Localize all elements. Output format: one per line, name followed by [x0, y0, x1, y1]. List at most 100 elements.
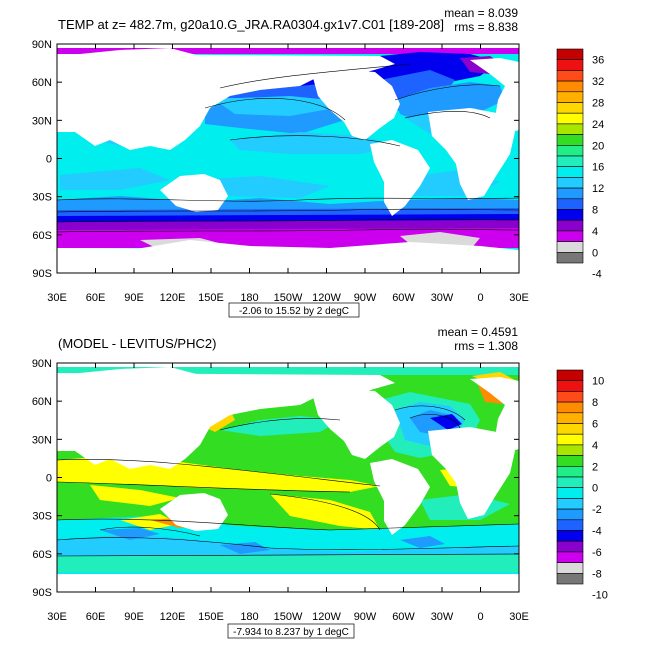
lon-label: 60E [86, 292, 106, 304]
colorbar-label: -6 [592, 547, 602, 559]
panel-1-colorbar: 36 32 28 24 20 16 12 8 4 0 -4 [556, 48, 604, 281]
colorbar-swatch [556, 102, 584, 114]
colorbar-label: 28 [592, 98, 604, 110]
colorbar-swatch [556, 48, 584, 60]
lon-label: 30E [509, 611, 529, 623]
panel-2-range-box [227, 623, 355, 639]
lon-label: 0 [477, 292, 483, 304]
panel-2: (MODEL - LEVITUS/PHC2) mean = 0.4591 rms… [32, 325, 608, 639]
colorbar-label: 4 [592, 226, 598, 238]
panel-2-range-label: -7.934 to 8.237 by 1 degC [233, 627, 349, 638]
colorbar-swatch [556, 91, 584, 103]
panel-2-map [57, 363, 519, 592]
colorbar-label: 20 [592, 140, 604, 152]
lon-label: 30W [431, 611, 454, 623]
lon-label: 60W [392, 292, 415, 304]
colorbar-label: 36 [592, 55, 604, 67]
colorbar-swatch [556, 562, 584, 574]
colorbar-swatch [556, 444, 584, 456]
colorbar-swatch [556, 112, 584, 125]
panel-1-mean: mean = 8.039 [444, 6, 518, 20]
lat-label: 0 [46, 473, 52, 485]
colorbar-swatch [556, 487, 584, 499]
lon-label: 150E [198, 292, 224, 304]
colorbar-swatch [556, 530, 584, 542]
lat-label: 90S [32, 268, 52, 280]
colorbar-swatch [556, 252, 584, 264]
colorbar-swatch [556, 455, 584, 467]
colorbar-swatch [556, 519, 584, 531]
colorbar-swatch [556, 59, 584, 71]
lon-label: 150E [198, 611, 224, 623]
colorbar-swatch [556, 380, 584, 392]
colorbar-swatch [556, 423, 584, 435]
colorbar-swatch [556, 80, 584, 93]
panel-2-title: (MODEL - LEVITUS/PHC2) [58, 336, 216, 351]
colorbar-swatch [556, 508, 584, 521]
panel-1: TEMP at z= 482.7m, g20a10.G_JRA.RA0304.g… [32, 6, 604, 318]
panel-2-lat-ticks: 90N 60N 30N 0 30S 60S 90S [32, 358, 519, 599]
colorbar-label: 4 [592, 440, 598, 452]
colorbar-swatch [556, 198, 584, 210]
panel-1-range-box [228, 302, 360, 318]
colorbar-label: -10 [592, 590, 608, 602]
colorbar-label: -2 [592, 504, 602, 516]
colorbar-swatch [556, 166, 584, 178]
lon-label: 120W [312, 292, 341, 304]
lon-label: 90W [354, 292, 377, 304]
panel-2-rms: rms = 1.308 [454, 339, 518, 353]
colorbar-swatch [556, 134, 584, 146]
colorbar-label: 12 [592, 183, 604, 195]
lat-label: 60N [32, 77, 52, 89]
panel-2-lon-ticks: 30E 60E 90E 120E 150E 180 150W 120W 90W 60W 30W 0 30… [47, 363, 529, 623]
colorbar-label: 8 [592, 397, 598, 409]
colorbar-swatch [556, 70, 584, 82]
lon-label: 30E [47, 611, 67, 623]
lat-label: 90N [32, 358, 52, 370]
colorbar-label: -4 [592, 526, 602, 538]
colorbar-swatch [556, 540, 584, 553]
colorbar-swatch [556, 145, 584, 157]
lon-label: 30E [509, 292, 529, 304]
lat-label: 30S [32, 192, 52, 204]
colorbar-swatch [556, 572, 584, 585]
lat-label: 60S [32, 230, 52, 242]
panel-1-lon-ticks: 30E 60E 90E 120E 150E 180 150W 120W 90W 60W 30W 0 30… [47, 44, 529, 304]
panel-2-land [57, 363, 519, 592]
lon-label: 150W [274, 611, 303, 623]
lon-label: 30W [431, 292, 454, 304]
colorbar-swatch [556, 230, 584, 242]
lon-label: 0 [477, 611, 483, 623]
colorbar-label: -8 [592, 568, 602, 580]
lat-label: 0 [46, 154, 52, 166]
lon-label: 180 [240, 611, 258, 623]
lon-label: 90W [354, 611, 377, 623]
lon-label: 120E [160, 611, 186, 623]
lat-label: 30N [32, 115, 52, 127]
panel-1-lat-ticks: 90N 60N 30N 0 30S 60S 90S [32, 39, 519, 280]
colorbar-swatch [556, 498, 584, 510]
colorbar-swatch [556, 465, 584, 478]
panel-2-mean: mean = 0.4591 [438, 325, 519, 339]
colorbar-swatch [556, 551, 584, 563]
panel-1-range-label: -2.06 to 15.52 by 2 degC [239, 306, 349, 317]
panel-1-rms: rms = 8.838 [454, 20, 518, 34]
colorbar-label: 6 [592, 419, 598, 431]
colorbar-label: 24 [592, 119, 604, 131]
lon-label: 60W [392, 611, 415, 623]
colorbar-swatch [556, 177, 584, 189]
panel-1-contours [57, 63, 519, 233]
lon-label: 120W [312, 611, 341, 623]
lon-label: 60E [86, 611, 106, 623]
colorbar-swatch [556, 433, 584, 446]
colorbar-swatch [556, 412, 584, 424]
colorbar-swatch [556, 476, 584, 488]
lon-label: 150W [274, 292, 303, 304]
colorbar-swatch [556, 187, 584, 200]
panel-2-colorbar: 10 8 6 4 2 0 -2 -4 -6 -8 -10 [556, 369, 608, 602]
colorbar-swatch [556, 123, 584, 135]
colorbar-label: 32 [592, 76, 604, 88]
colorbar-label: 8 [592, 205, 598, 217]
colorbar-label: 16 [592, 162, 604, 174]
